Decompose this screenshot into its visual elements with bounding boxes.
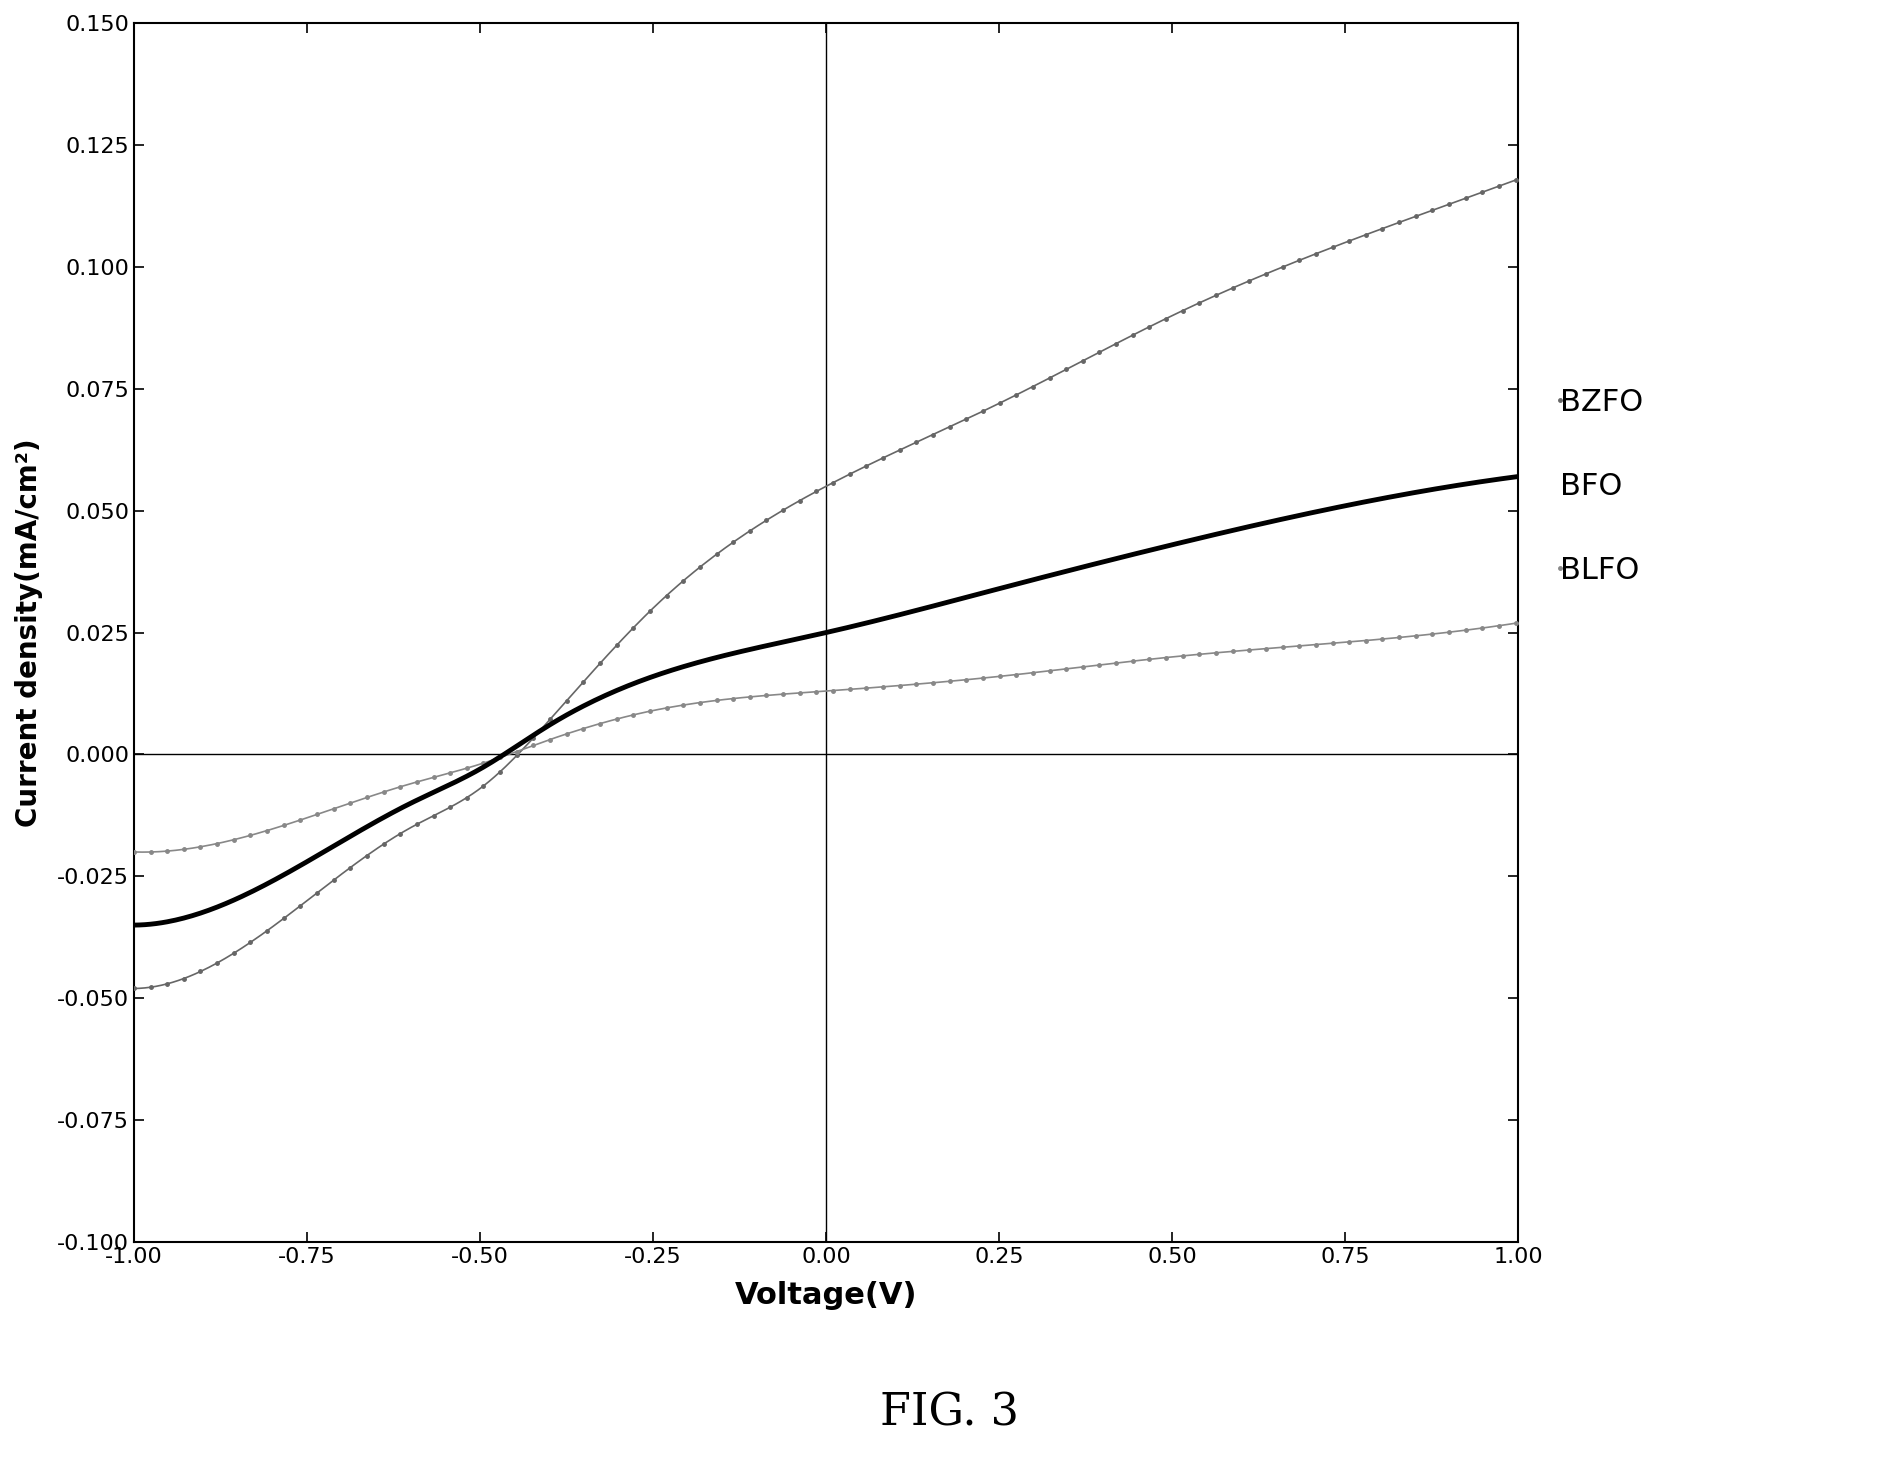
BFO (871, 609, 894, 627)
BZFO (1256, 263, 1279, 281)
X-axis label: Voltage(V): Voltage(V) (735, 1281, 917, 1310)
BLFO (1260, 639, 1283, 657)
BZFO (780, 496, 803, 514)
BLFO (1507, 614, 1530, 631)
BZFO (121, 980, 144, 998)
BZFO (1507, 171, 1530, 188)
BFO (1473, 473, 1496, 490)
Legend: BZFO, BFO, BLFO: BZFO, BFO, BLFO (1547, 375, 1655, 598)
BFO (1256, 514, 1279, 531)
BLFO (949, 671, 972, 689)
BFO (121, 916, 144, 933)
Text: FIG. 3: FIG. 3 (879, 1391, 1019, 1435)
BZFO (871, 449, 894, 467)
BLFO (121, 843, 144, 861)
BFO (945, 590, 968, 608)
BLFO (791, 684, 814, 702)
BLFO (1477, 618, 1499, 636)
BZFO (945, 414, 968, 431)
BLFO (131, 843, 154, 861)
Line: BFO: BFO (133, 477, 1518, 924)
BLFO (782, 684, 805, 702)
Line: BZFO: BZFO (133, 177, 1520, 991)
BZFO (788, 492, 810, 509)
BLFO (873, 677, 896, 695)
BFO (780, 631, 803, 649)
Y-axis label: Current density(mA/cm²): Current density(mA/cm²) (15, 439, 44, 827)
BFO (1507, 468, 1530, 486)
BFO (788, 630, 810, 648)
Line: BLFO: BLFO (133, 621, 1520, 854)
BZFO (1473, 183, 1496, 200)
